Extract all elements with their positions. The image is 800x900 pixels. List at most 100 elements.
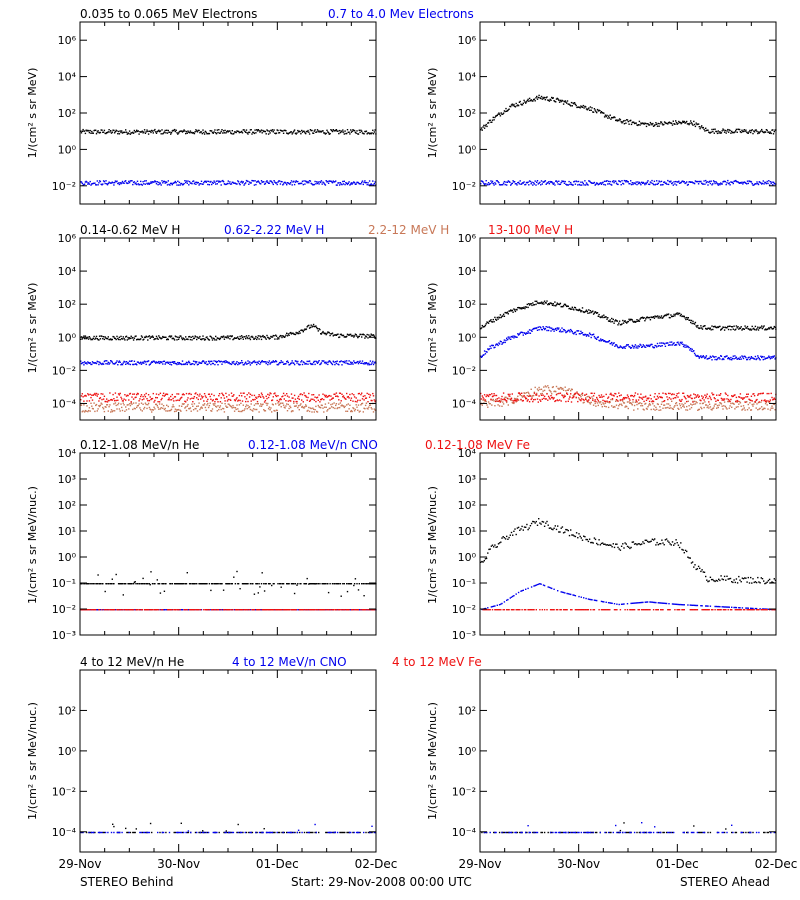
data-point — [574, 392, 577, 394]
data-point — [138, 362, 140, 364]
data-point — [317, 361, 319, 363]
data-point — [333, 583, 335, 585]
data-point — [209, 360, 211, 363]
data-point — [704, 183, 706, 185]
data-point — [569, 395, 571, 398]
data-point — [319, 401, 321, 403]
data-point — [630, 183, 633, 186]
data-point — [118, 336, 121, 338]
data-point — [361, 132, 364, 134]
data-point — [251, 179, 253, 182]
data-point — [509, 310, 511, 312]
data-point — [282, 130, 284, 132]
data-point — [315, 400, 317, 403]
data-point — [735, 328, 737, 331]
data-point — [287, 400, 289, 402]
data-point — [567, 184, 569, 186]
data-point — [506, 401, 508, 404]
data-point — [217, 131, 219, 134]
data-point — [166, 132, 169, 134]
data-point — [671, 124, 674, 126]
data-point — [588, 109, 591, 111]
data-point — [110, 399, 112, 401]
data-point — [314, 363, 316, 366]
data-point — [693, 403, 695, 405]
data-point — [363, 133, 365, 135]
data-point — [719, 131, 721, 133]
data-point — [191, 131, 193, 134]
series-2-2-12-mev-h — [80, 402, 377, 413]
data-point — [98, 405, 100, 407]
data-point — [319, 181, 321, 183]
data-point — [683, 181, 685, 183]
data-point — [248, 335, 250, 337]
data-point — [277, 129, 279, 132]
data-point — [523, 392, 525, 394]
data-point — [754, 401, 757, 403]
data-point — [737, 128, 739, 130]
data-point — [293, 363, 296, 366]
data-point — [615, 399, 618, 401]
data-point — [148, 399, 151, 402]
data-point — [586, 310, 588, 313]
data-point — [621, 404, 623, 407]
data-point — [592, 395, 595, 397]
data-point — [125, 395, 128, 397]
data-point — [680, 181, 682, 184]
data-point — [245, 131, 247, 133]
data-point — [558, 388, 561, 390]
data-point — [342, 405, 345, 407]
data-point — [581, 307, 584, 309]
data-point — [763, 407, 765, 409]
data-point — [515, 183, 517, 185]
data-point — [137, 183, 139, 185]
data-point — [634, 344, 637, 346]
data-point — [168, 183, 170, 186]
data-point — [170, 583, 172, 585]
data-point — [346, 396, 349, 398]
data-point — [201, 361, 203, 363]
data-point — [374, 129, 376, 131]
data-point — [80, 130, 82, 132]
data-point — [626, 405, 628, 408]
data-point — [338, 184, 341, 186]
data-point — [217, 401, 219, 403]
data-point — [117, 338, 120, 341]
data-point — [560, 400, 562, 402]
data-point — [364, 182, 367, 184]
data-point — [323, 183, 326, 185]
data-point — [222, 589, 225, 591]
data-point — [343, 583, 345, 585]
data-point — [158, 393, 160, 396]
data-point — [155, 396, 157, 399]
data-point — [347, 131, 349, 133]
data-point — [351, 410, 353, 413]
data-point — [494, 182, 496, 184]
data-point — [196, 336, 199, 338]
data-point — [126, 182, 128, 185]
data-point — [721, 327, 723, 330]
data-point — [238, 394, 241, 397]
data-point — [296, 402, 298, 405]
data-point — [339, 360, 342, 363]
data-point — [370, 583, 372, 585]
data-point — [726, 355, 728, 357]
data-point — [698, 180, 700, 183]
data-point — [555, 98, 558, 100]
data-point — [357, 404, 360, 406]
data-point — [773, 355, 775, 357]
data-point — [680, 313, 682, 316]
data-point — [690, 406, 693, 409]
data-point — [524, 307, 526, 310]
data-point — [188, 336, 190, 338]
data-point — [256, 181, 258, 183]
data-point — [353, 584, 355, 587]
data-point — [725, 355, 727, 357]
data-point — [626, 344, 628, 346]
y-tick-label: 10² — [58, 298, 76, 311]
data-point — [661, 397, 663, 399]
data-point — [251, 583, 253, 585]
footer-ahead: STEREO Ahead — [680, 875, 770, 889]
data-point — [84, 362, 87, 364]
data-point — [192, 360, 195, 362]
